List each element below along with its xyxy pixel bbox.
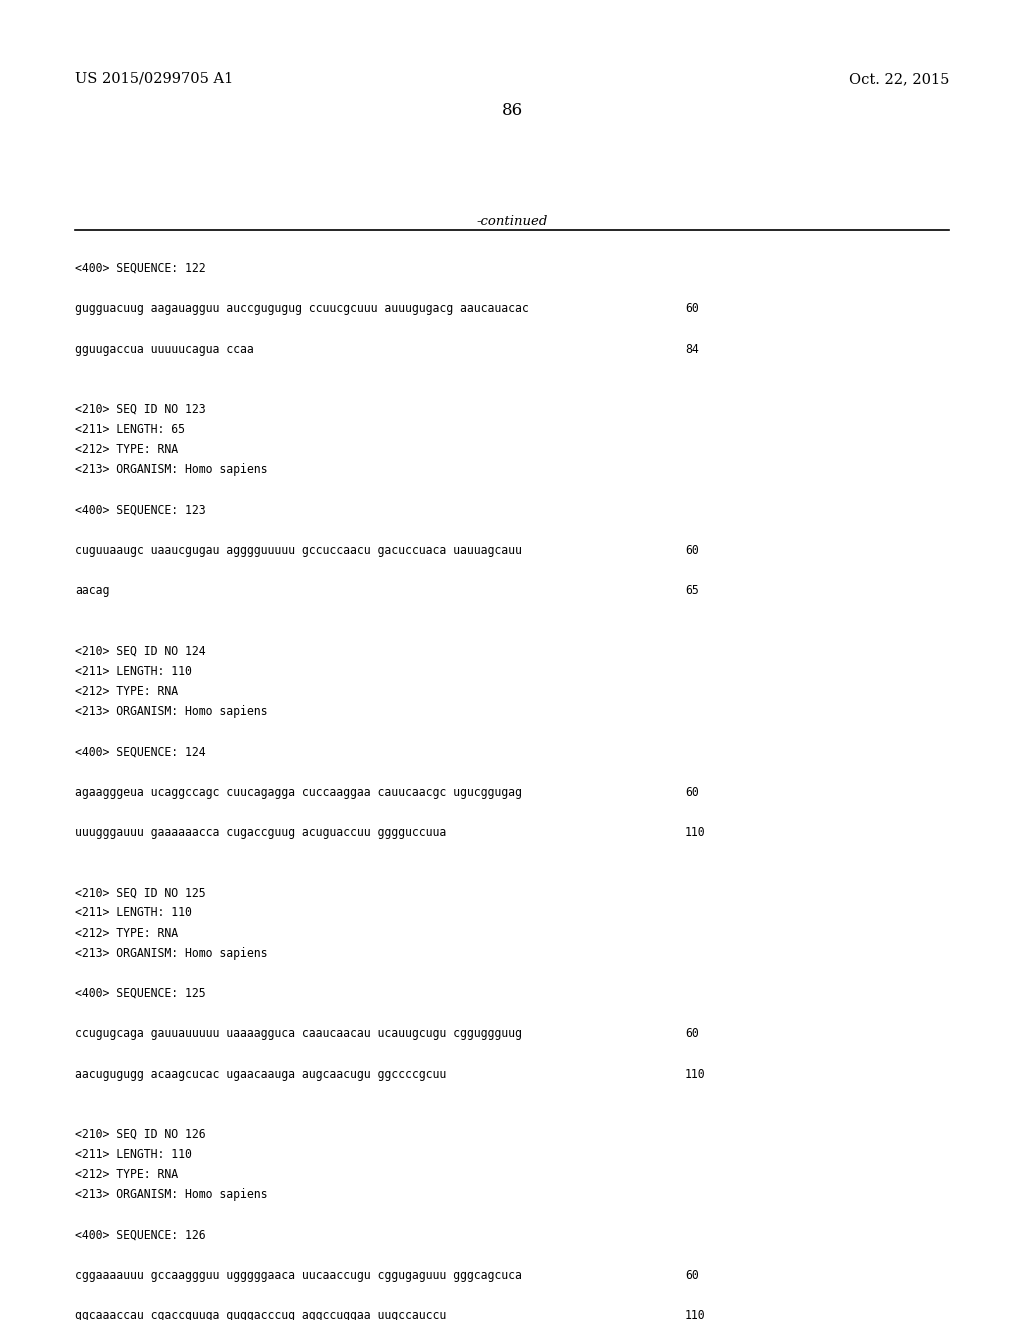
Text: aacugugugg acaagcucac ugaacaauga augcaacugu ggccccgcuu: aacugugugg acaagcucac ugaacaauga augcaac…	[75, 1068, 446, 1081]
Text: Oct. 22, 2015: Oct. 22, 2015	[849, 73, 949, 86]
Text: 110: 110	[685, 1068, 706, 1081]
Text: US 2015/0299705 A1: US 2015/0299705 A1	[75, 73, 233, 86]
Text: aacag: aacag	[75, 585, 110, 597]
Text: 86: 86	[502, 102, 522, 119]
Text: <210> SEQ ID NO 126: <210> SEQ ID NO 126	[75, 1129, 206, 1140]
Text: <400> SEQUENCE: 124: <400> SEQUENCE: 124	[75, 746, 206, 758]
Text: 60: 60	[685, 302, 698, 315]
Text: 60: 60	[685, 544, 698, 557]
Text: gguugaccua uuuuucagua ccaa: gguugaccua uuuuucagua ccaa	[75, 343, 254, 355]
Text: <213> ORGANISM: Homo sapiens: <213> ORGANISM: Homo sapiens	[75, 1188, 267, 1201]
Text: <211> LENGTH: 110: <211> LENGTH: 110	[75, 665, 191, 677]
Text: <400> SEQUENCE: 122: <400> SEQUENCE: 122	[75, 261, 206, 275]
Text: <212> TYPE: RNA: <212> TYPE: RNA	[75, 1168, 178, 1181]
Text: <400> SEQUENCE: 123: <400> SEQUENCE: 123	[75, 504, 206, 516]
Text: <211> LENGTH: 110: <211> LENGTH: 110	[75, 1148, 191, 1162]
Text: 65: 65	[685, 585, 698, 597]
Text: agaagggeua ucaggccagc cuucagagga cuccaaggaa cauucaacgc ugucggugag: agaagggeua ucaggccagc cuucagagga cuccaag…	[75, 785, 522, 799]
Text: <212> TYPE: RNA: <212> TYPE: RNA	[75, 444, 178, 457]
Text: cggaaaauuu gccaaggguu ugggggaaca uucaaccugu cggugaguuu gggcagcuca: cggaaaauuu gccaaggguu ugggggaaca uucaacc…	[75, 1269, 522, 1282]
Text: <210> SEQ ID NO 125: <210> SEQ ID NO 125	[75, 886, 206, 899]
Text: gugguacuug aagauagguu auccgugugug ccuucgcuuu auuugugacg aaucauacac: gugguacuug aagauagguu auccgugugug ccuucg…	[75, 302, 528, 315]
Text: <212> TYPE: RNA: <212> TYPE: RNA	[75, 927, 178, 940]
Text: 60: 60	[685, 1269, 698, 1282]
Text: 60: 60	[685, 1027, 698, 1040]
Text: cuguuaaugc uaaucgugau agggguuuuu gccuccaacu gacuccuaca uauuagcauu: cuguuaaugc uaaucgugau agggguuuuu gccucca…	[75, 544, 522, 557]
Text: 84: 84	[685, 343, 698, 355]
Text: <400> SEQUENCE: 126: <400> SEQUENCE: 126	[75, 1229, 206, 1242]
Text: <211> LENGTH: 110: <211> LENGTH: 110	[75, 907, 191, 920]
Text: ccugugcaga gauuauuuuu uaaaagguca caaucaacau ucauugcugu cgguggguug: ccugugcaga gauuauuuuu uaaaagguca caaucaa…	[75, 1027, 522, 1040]
Text: uuugggauuu gaaaaaacca cugaccguug acuguaccuu gggguccuua: uuugggauuu gaaaaaacca cugaccguug acuguac…	[75, 826, 446, 840]
Text: <213> ORGANISM: Homo sapiens: <213> ORGANISM: Homo sapiens	[75, 463, 267, 477]
Text: <210> SEQ ID NO 124: <210> SEQ ID NO 124	[75, 644, 206, 657]
Text: ggcaaaccau cgaccguuga guggacccug aggccuggaa uugccauccu: ggcaaaccau cgaccguuga guggacccug aggccug…	[75, 1309, 446, 1320]
Text: <400> SEQUENCE: 125: <400> SEQUENCE: 125	[75, 987, 206, 1001]
Text: <213> ORGANISM: Homo sapiens: <213> ORGANISM: Homo sapiens	[75, 946, 267, 960]
Text: -continued: -continued	[476, 215, 548, 228]
Text: <210> SEQ ID NO 123: <210> SEQ ID NO 123	[75, 403, 206, 416]
Text: 110: 110	[685, 1309, 706, 1320]
Text: <213> ORGANISM: Homo sapiens: <213> ORGANISM: Homo sapiens	[75, 705, 267, 718]
Text: <211> LENGTH: 65: <211> LENGTH: 65	[75, 424, 185, 436]
Text: 110: 110	[685, 826, 706, 840]
Text: 60: 60	[685, 785, 698, 799]
Text: <212> TYPE: RNA: <212> TYPE: RNA	[75, 685, 178, 698]
